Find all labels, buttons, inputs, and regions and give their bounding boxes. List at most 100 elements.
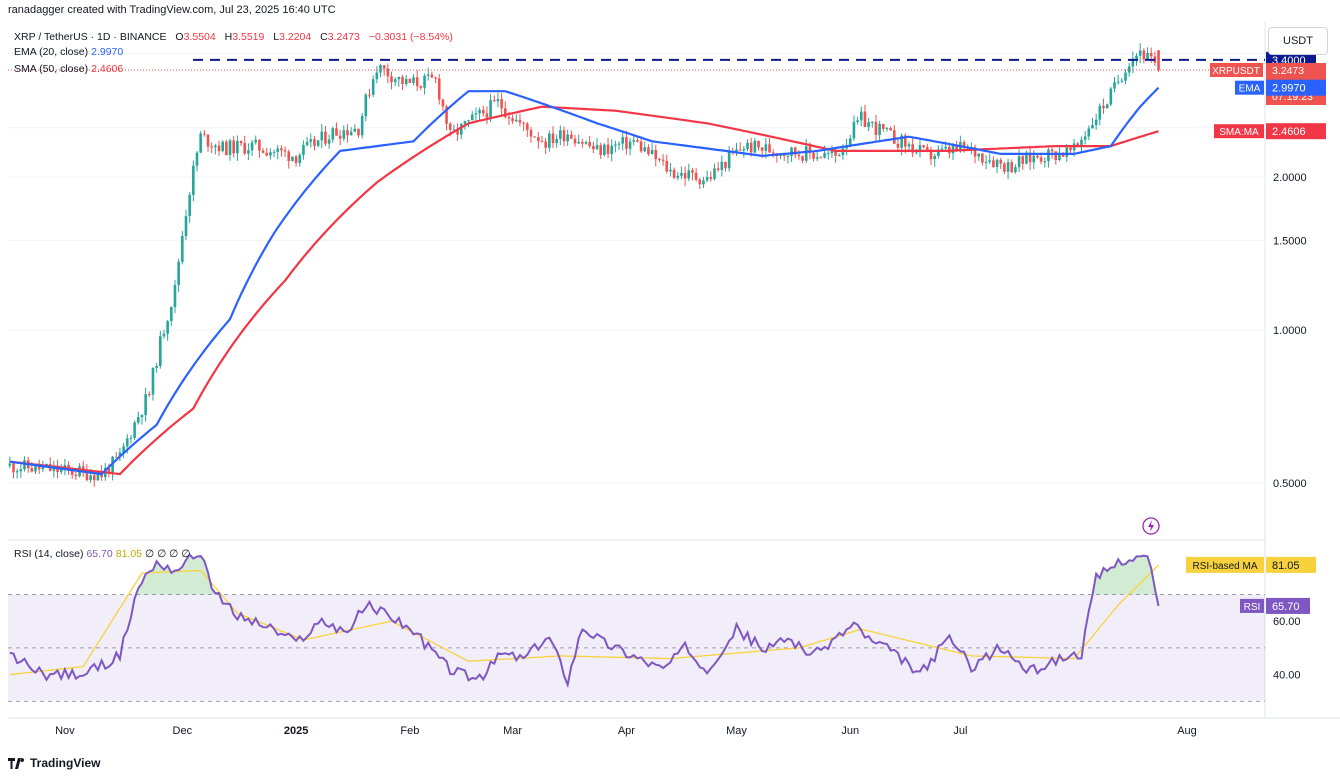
candle-body [544, 141, 547, 148]
candle-body [298, 154, 302, 164]
candle-body [1017, 156, 1021, 168]
candle-body [1028, 152, 1032, 163]
candle-body [984, 161, 988, 163]
candle-body [830, 151, 834, 154]
candle-body [1036, 155, 1039, 158]
candle-body [900, 135, 903, 148]
candle-body [570, 134, 573, 139]
candle-body [1083, 136, 1087, 140]
candle-body [496, 99, 500, 102]
candle-body [771, 152, 775, 154]
candle-body [258, 139, 261, 151]
candle-body [1080, 139, 1083, 146]
candle-body [96, 472, 100, 481]
indicator-tag-bg [1214, 124, 1264, 139]
candle-body [261, 150, 265, 153]
candle-body [826, 153, 830, 155]
candle-body [911, 144, 914, 153]
rsi-ma-tag-bg [1186, 556, 1264, 573]
candle-body [540, 141, 544, 143]
candle-body [1003, 163, 1006, 172]
ema-legend[interactable]: EMA (20, close) 2.9970 [14, 45, 123, 59]
candle-body [272, 151, 276, 153]
candle-body [647, 147, 650, 155]
currency-button[interactable]: USDT [1268, 27, 1328, 55]
candle-body [386, 68, 390, 77]
rsi-band [8, 594, 1265, 702]
rsi-tick-label: 60.00 [1273, 616, 1301, 628]
candle-body [511, 118, 514, 122]
candle-body [1124, 72, 1127, 81]
ohlc-close-label: C [320, 31, 328, 43]
candle-body [456, 129, 459, 135]
tradingview-footer[interactable]: TradingView [8, 756, 100, 770]
candle-body [1120, 80, 1124, 82]
candle-body [85, 469, 89, 481]
candle-body [1032, 155, 1036, 163]
candle-body [291, 156, 294, 161]
candle-body [632, 140, 636, 142]
candle-body [1094, 119, 1098, 126]
candle-body [379, 65, 382, 73]
candle-body [327, 139, 331, 144]
lightning-icon [1148, 520, 1154, 532]
candle-body [500, 99, 503, 109]
candle-body [203, 133, 206, 135]
candle-body [445, 106, 448, 124]
candle-body [742, 149, 746, 151]
candle-body [1157, 50, 1160, 70]
candle-body [1061, 153, 1065, 157]
candle-body [19, 469, 23, 472]
candle-body [1142, 50, 1146, 60]
candle-body [254, 139, 258, 143]
candle-body [992, 160, 995, 167]
candle-body [628, 141, 632, 149]
candle-body [650, 149, 654, 155]
candle-body [159, 336, 162, 367]
rsi-tag: RSI [1244, 602, 1261, 613]
candle-body [210, 146, 213, 148]
candle-body [283, 150, 287, 152]
sma-legend[interactable]: SMA (50, close) 2.4606 [14, 62, 123, 76]
candle-body [59, 468, 63, 473]
candle-body [881, 124, 885, 129]
rsi-tick-label: 40.00 [1273, 670, 1301, 682]
indicator-value: 2.9970 [1272, 83, 1306, 95]
candle-body [724, 161, 727, 169]
x-tick-label: Jun [841, 725, 859, 737]
candle-body [503, 108, 507, 117]
candle-body [280, 148, 283, 151]
candle-body [672, 169, 676, 178]
candle-body [346, 130, 349, 136]
candle-body [1069, 147, 1072, 151]
candle-body [764, 144, 768, 151]
candle-body [537, 137, 540, 142]
candle-body [867, 122, 870, 127]
candle-body [393, 79, 397, 83]
candle-body [474, 113, 478, 115]
candle-body [716, 168, 720, 170]
candle-body [236, 140, 239, 154]
candle-body [1047, 149, 1050, 162]
candle-body [926, 147, 929, 150]
rsi-legend[interactable]: RSI (14, close) 65.70 81.05 ∅ ∅ ∅ ∅ [14, 547, 190, 561]
candle-body [999, 159, 1003, 164]
rsi-legend-value: 65.70 [86, 548, 113, 560]
candle-body [709, 177, 713, 179]
candle-body [522, 122, 525, 124]
candle-body [955, 146, 958, 150]
candle-body [89, 475, 92, 481]
candle-body [188, 194, 191, 217]
candle-body [804, 146, 808, 161]
candle-body [812, 152, 815, 159]
candle-body [360, 116, 364, 136]
candle-body [529, 129, 533, 137]
candle-body [122, 446, 125, 453]
candle-body [973, 147, 977, 157]
candle-body [125, 438, 129, 447]
candle-body [30, 468, 34, 472]
candle-body [606, 144, 610, 154]
symbol-name: XRP / TetherUS · 1D · BINANCE [14, 31, 167, 43]
